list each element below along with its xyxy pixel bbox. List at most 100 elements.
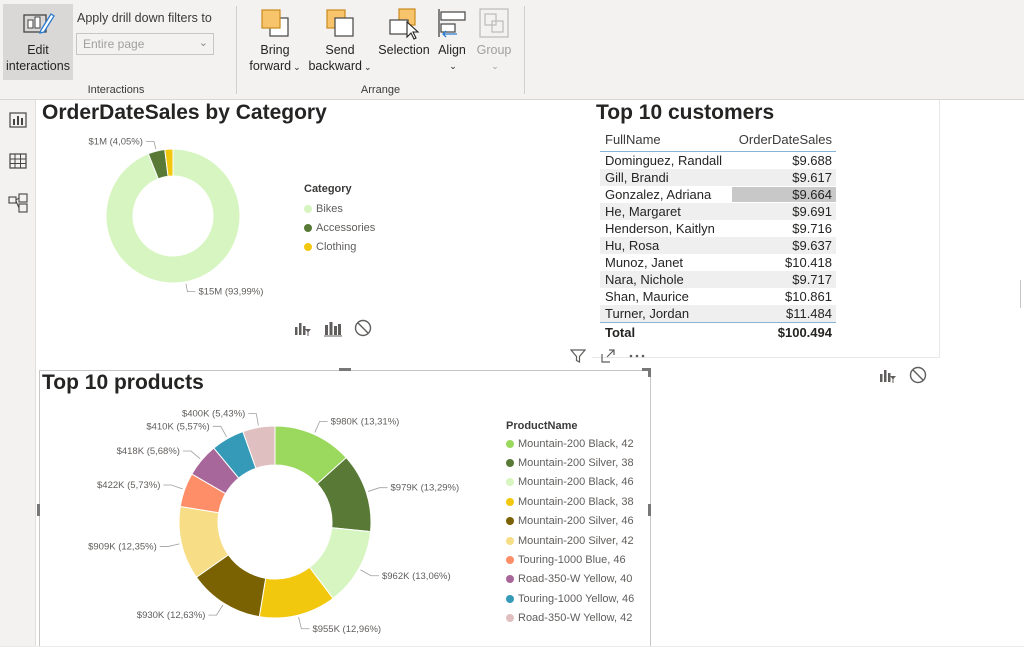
table-row[interactable]: Hu, Rosa $9.637 (600, 237, 836, 254)
legend-marker (506, 614, 514, 623)
legend-label: Touring-1000 Blue, 46 (518, 554, 626, 567)
filter-interaction-icon[interactable] (294, 319, 312, 337)
drill-filter-select[interactable]: Entire page ⌄ (76, 33, 214, 55)
data-label-leader (208, 604, 224, 616)
legend-item[interactable]: Touring-1000 Blue, 46 (506, 550, 634, 569)
legend-label: Road-350-W Yellow, 42 (518, 612, 633, 625)
edit-interactions-button[interactable]: Edit interactions (3, 4, 73, 80)
cell-fullname: Gonzalez, Adriana (605, 187, 712, 202)
send-backward-label-2: backward (308, 59, 362, 73)
send-backward-icon (306, 4, 374, 42)
highlight-interaction-icon[interactable] (324, 319, 342, 337)
group-button[interactable]: Group ⌄ (474, 4, 514, 74)
table-row[interactable]: Gill, Brandi $9.617 (600, 169, 836, 186)
more-options-icon[interactable] (628, 348, 646, 364)
legend-marker (304, 204, 312, 213)
send-backward-label-1: Send (325, 43, 355, 57)
legend-label: Touring-1000 Yellow, 46 (518, 592, 635, 605)
donut-slice[interactable] (164, 148, 174, 177)
data-view-icon[interactable] (8, 151, 28, 171)
table-row[interactable]: Shan, Maurice $10.861 (600, 288, 836, 305)
legend-item[interactable]: Mountain-200 Black, 42 (506, 434, 634, 453)
legend-marker (506, 536, 514, 545)
edit-interactions-icon (3, 4, 73, 42)
total-label: Total (605, 324, 636, 340)
legend-item[interactable]: Touring-1000 Yellow, 46 (506, 589, 634, 608)
table-row[interactable]: Gonzalez, Adriana $9.664 (600, 186, 836, 203)
chevron-down-icon: ⌄ (198, 37, 208, 49)
resize-handle[interactable] (339, 368, 351, 371)
legend-marker (506, 497, 514, 506)
legend-label: Mountain-200 Black, 38 (518, 495, 634, 508)
bring-forward-label-1: Bring (260, 43, 290, 57)
table-row[interactable]: Munoz, Janet $10.418 (600, 254, 836, 271)
chevron-down-icon: ⌄ (363, 62, 372, 72)
category-chart-title: OrderDateSales by Category (42, 101, 327, 124)
view-rail (0, 100, 36, 646)
none-interaction-icon[interactable] (909, 366, 927, 384)
data-label-leader (298, 617, 310, 630)
table-header: FullName OrderDateSales (600, 128, 836, 152)
legend-label: Road-350-W Yellow, 40 (518, 573, 633, 586)
category-legend-title: Category (304, 183, 352, 195)
resize-handle[interactable] (648, 504, 651, 516)
legend-item[interactable]: Road-350-W Yellow, 40 (506, 570, 634, 589)
customers-table-title: Top 10 customers (596, 101, 775, 124)
customers-table-visual[interactable]: Top 10 customers (592, 100, 940, 358)
filter-interaction-icon[interactable] (879, 366, 897, 384)
column-header-fullname[interactable]: FullName (605, 132, 661, 147)
resize-handle[interactable] (37, 504, 40, 516)
category-donut-visual[interactable]: OrderDateSales by Category $15M (93,99%)… (36, 100, 592, 368)
legend-item[interactable]: Mountain-200 Silver, 42 (506, 531, 634, 550)
category-donut-chart[interactable]: $15M (93,99%) $1M (4,05%) (36, 130, 396, 345)
legend-label: Mountain-200 Silver, 42 (518, 534, 634, 547)
legend-item[interactable]: Clothing (304, 237, 375, 256)
none-interaction-icon[interactable] (354, 319, 372, 337)
selection-label: Selection (378, 43, 430, 57)
legend-item[interactable]: Bikes (304, 199, 375, 218)
table-row[interactable]: Turner, Jordan $11.484 (600, 305, 836, 322)
cell-fullname: He, Margaret (605, 204, 681, 219)
send-backward-button[interactable]: Send backward ⌄ (306, 4, 374, 75)
filter-icon[interactable] (570, 348, 586, 364)
legend-label: Clothing (316, 240, 357, 253)
selection-button[interactable]: Selection (376, 4, 432, 58)
resize-handle[interactable] (648, 368, 651, 377)
customers-table[interactable]: FullName OrderDateSales Dominguez, Randa… (600, 128, 836, 341)
table-total-row: Total $100.494 (600, 322, 836, 341)
legend-label: Mountain-200 Silver, 38 (518, 457, 634, 470)
legend-item[interactable]: Mountain-200 Silver, 46 (506, 512, 634, 531)
scrollbar[interactable] (1020, 280, 1024, 308)
legend-item[interactable]: Mountain-200 Black, 38 (506, 492, 634, 511)
column-header-orderdatesales[interactable]: OrderDateSales (738, 132, 832, 147)
table-row[interactable]: Henderson, Kaitlyn $9.716 (600, 220, 836, 237)
legend-marker (304, 242, 312, 251)
resize-handle[interactable] (642, 368, 651, 371)
data-label-leader (159, 543, 180, 547)
legend-item[interactable]: Road-350-W Yellow, 42 (506, 609, 634, 628)
table-row[interactable]: Dominguez, Randall $9.688 (600, 152, 836, 169)
legend-marker (304, 223, 312, 232)
bring-forward-button[interactable]: Bring forward ⌄ (245, 4, 305, 75)
legend-item[interactable]: Accessories (304, 218, 375, 237)
legend-item[interactable]: Mountain-200 Black, 46 (506, 473, 634, 492)
focus-mode-icon[interactable] (600, 348, 616, 364)
products-donut-chart[interactable]: $980K (13,31%) $979K (13,29%) $962K (13,06… (40, 397, 480, 647)
align-button[interactable]: Align ⌄ (434, 4, 470, 74)
drill-filter-label: Apply drill down filters to (77, 11, 212, 25)
data-label-leader (367, 487, 388, 492)
edit-interactions-label-1: Edit (27, 43, 49, 57)
donut-slice[interactable] (242, 425, 276, 469)
table-row[interactable]: He, Margaret $9.691 (600, 203, 836, 220)
products-legend-title: ProductName (506, 420, 578, 432)
model-view-icon[interactable] (8, 193, 28, 213)
cell-fullname: Henderson, Kaitlyn (605, 221, 715, 236)
report-view-icon[interactable] (8, 110, 28, 130)
align-label: Align (438, 43, 466, 57)
table-row[interactable]: Nara, Nichole $9.717 (600, 271, 836, 288)
products-donut-visual[interactable]: Top 10 products $980K (13,31%) $979K (13,… (39, 370, 651, 646)
donut-slice[interactable] (105, 148, 241, 284)
legend-marker (506, 594, 514, 603)
legend-item[interactable]: Mountain-200 Silver, 38 (506, 453, 634, 472)
legend-label: Mountain-200 Black, 46 (518, 476, 634, 489)
